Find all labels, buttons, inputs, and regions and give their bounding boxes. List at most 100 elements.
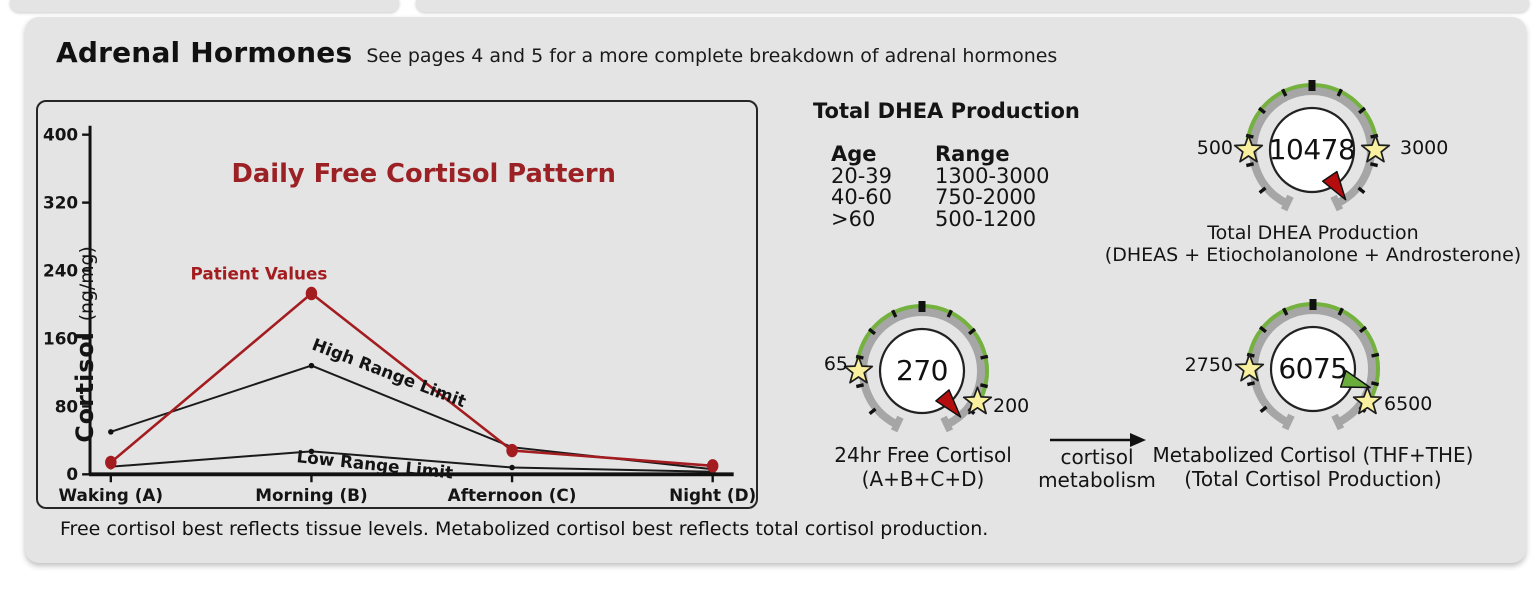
gauge-tick (891, 309, 898, 318)
x-tick-label: Morning (B) (255, 485, 367, 505)
gauge-range-arc (855, 303, 990, 402)
gauge-tick (867, 327, 876, 336)
gauge-tick (1357, 186, 1366, 194)
gauge-arc-end (1331, 413, 1345, 431)
gauge-max-label: 3000 (1400, 137, 1449, 159)
gauge-metabolized-cortisol (1234, 299, 1383, 431)
gauge-tick (1259, 405, 1268, 413)
table-cell-age: 20-39 (831, 163, 893, 188)
gauge-tick (855, 354, 864, 360)
y-tick-label: 320 (43, 193, 78, 213)
gauge-tick (1369, 162, 1379, 168)
gauge-tick (1257, 106, 1266, 115)
y-tick-label: 240 (43, 260, 78, 280)
gauge-tick (1337, 307, 1344, 316)
gauge-tick (1358, 106, 1367, 115)
gauge-arc-end (1280, 194, 1294, 212)
daily-cortisol-chart-frame: Daily Free Cortisol Pattern 0 80 160 240 320 4… (36, 100, 758, 509)
x-tick-label: Waking (A) (59, 485, 164, 505)
gauge-arc-end (1281, 413, 1295, 431)
gauge-tick (1336, 88, 1343, 97)
dhea-reference-table: Age Range 20-39 1300-3000 40-60 750-2000… (831, 142, 1050, 231)
section-header: Adrenal Hormones See pages 4 and 5 for a… (56, 36, 1057, 69)
page-subtitle: See pages 4 and 5 for a more complete br… (366, 45, 1058, 67)
gauge-value-free-cortisol: 270 (896, 354, 948, 387)
gauge-min-label: 65 (823, 353, 848, 375)
gauge-free-cortisol (843, 301, 993, 433)
series-line-0 (109, 291, 713, 468)
previous-card-edge-left (10, 0, 399, 12)
gauge-caption-line2: (Total Cortisol Production) (1184, 467, 1442, 491)
data-point (305, 286, 318, 301)
gauge-arc-end (1330, 194, 1344, 212)
gauge-tick (1370, 381, 1380, 387)
x-tick-label: Night (D) (669, 485, 756, 505)
gauge-caption-line1: 24hr Free Cortisol (834, 443, 1012, 467)
dhea-col-range: Range (935, 142, 1010, 166)
range-star-icon (1360, 134, 1391, 163)
series-label-low: Low Range Limit (296, 446, 454, 482)
series-label-high: High Range Limit (309, 334, 469, 411)
gauge-tick (1246, 381, 1256, 387)
gauge-tick (1359, 325, 1368, 334)
gauge-arc-end (890, 415, 904, 433)
gauge-tick (855, 383, 865, 389)
series-label-patient: Patient Values (190, 264, 327, 284)
gauge-caption-line1: Metabolized Cortisol (THF+THE) (1152, 443, 1474, 467)
gauge-max-label: 6500 (1384, 393, 1433, 415)
gauge-tick (1246, 352, 1255, 358)
gauge-tick (946, 309, 953, 318)
page-title: Adrenal Hormones (56, 36, 353, 69)
x-tick-label: Afternoon (C) (448, 485, 577, 505)
chart-title: Daily Free Cortisol Pattern (232, 159, 616, 189)
y-tick-label: 0 (66, 464, 78, 484)
gauge-tick (980, 354, 989, 360)
table-cell-range: 500-1200 (935, 206, 1037, 231)
gauge-tick (1245, 162, 1255, 168)
y-tick-label: 80 (55, 396, 78, 416)
gauge-caption-line2: (A+B+C+D) (861, 467, 985, 491)
gauge-value-disc (1268, 106, 1356, 194)
data-point (706, 459, 719, 473)
gauge-tick (1245, 133, 1254, 139)
gauge-value-total-dhea: 10478 (1268, 133, 1356, 166)
data-point (108, 429, 114, 435)
gauge-min-label: 2750 (1184, 354, 1233, 376)
right-arrow-icon (1050, 433, 1146, 447)
table-cell-range: 1300-3000 (935, 163, 1050, 188)
gauge-value-disc (1269, 325, 1357, 413)
gauge-caption-total-dhea: Total DHEA Production (DHEAS + Etiochola… (1073, 222, 1536, 266)
footer-note: Free cortisol best reflects tissue level… (60, 518, 989, 540)
gauge-max-label: 200 (993, 395, 1030, 417)
series-line-2 (110, 450, 713, 473)
gauge-tick (1281, 88, 1288, 97)
gauge-pointer (1339, 369, 1371, 389)
gauge-min-label: 500 (1196, 137, 1233, 159)
table-cell-age: >60 (831, 206, 876, 231)
gauge-tick (1282, 307, 1289, 316)
data-point (308, 448, 315, 455)
gauge-caption-line1: Total DHEA Production (1207, 222, 1419, 244)
range-star-icon (1352, 386, 1383, 415)
range-star-icon (843, 355, 874, 384)
gauge-total-dhea (1233, 80, 1391, 212)
y-tick-label: 400 (43, 125, 78, 145)
table-cell-range: 750-2000 (935, 185, 1037, 209)
gauge-tick (1258, 325, 1267, 334)
gauge-caption-line2: (DHEAS + Etiocholanolone + Androsterone) (1104, 244, 1522, 266)
arrow-label-line2: metabolism (1038, 468, 1156, 492)
gauge-value-metabolized-cortisol: 6075 (1278, 352, 1348, 385)
dhea-col-age: Age (831, 142, 877, 166)
data-point (506, 443, 518, 458)
gauge-tick (868, 407, 877, 415)
gauge-caption-metabolized-cortisol: Metabolized Cortisol (THF+THE) (Total Co… (1078, 443, 1536, 491)
gauge-tick (1370, 133, 1379, 139)
gauge-pointer (935, 389, 962, 418)
data-point (308, 362, 315, 369)
gauge-tick (968, 327, 977, 336)
range-star-icon (962, 386, 993, 415)
daily-cortisol-chart: Daily Free Cortisol Pattern 0 80 160 240 320 4… (43, 125, 756, 505)
range-star-icon (1234, 353, 1265, 382)
table-cell-age: 40-60 (831, 185, 893, 209)
